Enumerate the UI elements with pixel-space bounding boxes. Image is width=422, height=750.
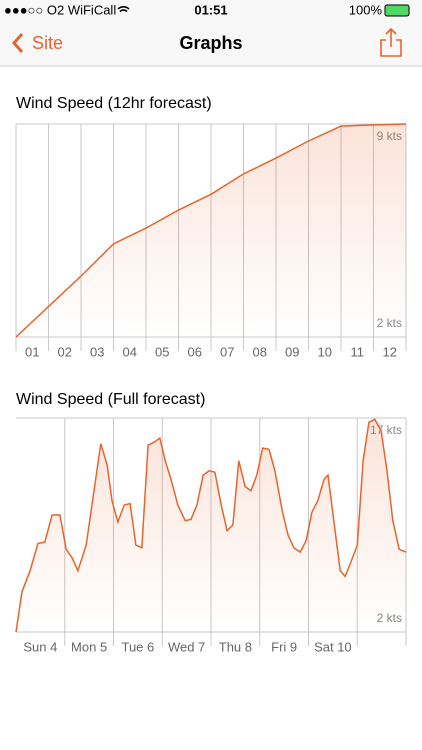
chart-title: Wind Speed (12hr forecast) <box>16 95 212 112</box>
x-tick-label: 03 <box>90 344 104 359</box>
x-tick-label: Sun 4 <box>23 639 57 654</box>
x-tick-label: Tue 6 <box>121 639 154 654</box>
x-tick-label: 07 <box>220 344 234 359</box>
area <box>16 124 406 337</box>
nav-title: Graphs <box>179 33 242 53</box>
x-tick-label: 11 <box>351 344 365 359</box>
line <box>15 418 407 633</box>
carrier: ●●●○○ O2 WiFiCall <box>4 2 116 17</box>
line <box>15 123 407 338</box>
x-tick-label: 12 <box>383 344 397 359</box>
x-tick-label: Sat 10 <box>314 639 352 654</box>
header-bg <box>0 0 422 66</box>
chart-title: Wind Speed (Full forecast) <box>16 391 205 408</box>
x-tick-label: 08 <box>253 344 267 359</box>
x-tick-label: Mon 5 <box>71 639 107 654</box>
wifi-icon <box>117 6 130 13</box>
back-button[interactable]: Site <box>32 33 63 53</box>
x-tick-label: Wed 7 <box>168 639 205 654</box>
area <box>16 419 406 632</box>
x-tick-label: Fri 9 <box>271 639 297 654</box>
battery-icon <box>384 4 410 17</box>
x-tick-label: 01 <box>25 344 39 359</box>
x-tick-label: 05 <box>155 344 169 359</box>
clock: 01:51 <box>194 2 227 17</box>
battery-pct: 100% <box>349 2 383 17</box>
x-tick-label: 04 <box>123 344 137 359</box>
x-tick-label: Thu 8 <box>219 639 252 654</box>
back-chevron[interactable] <box>11 33 24 53</box>
x-tick-label: 09 <box>285 344 299 359</box>
x-tick-label: 06 <box>188 344 202 359</box>
x-tick-label: 02 <box>58 344 72 359</box>
x-tick-label: 10 <box>318 344 332 359</box>
share-button[interactable] <box>380 27 402 57</box>
